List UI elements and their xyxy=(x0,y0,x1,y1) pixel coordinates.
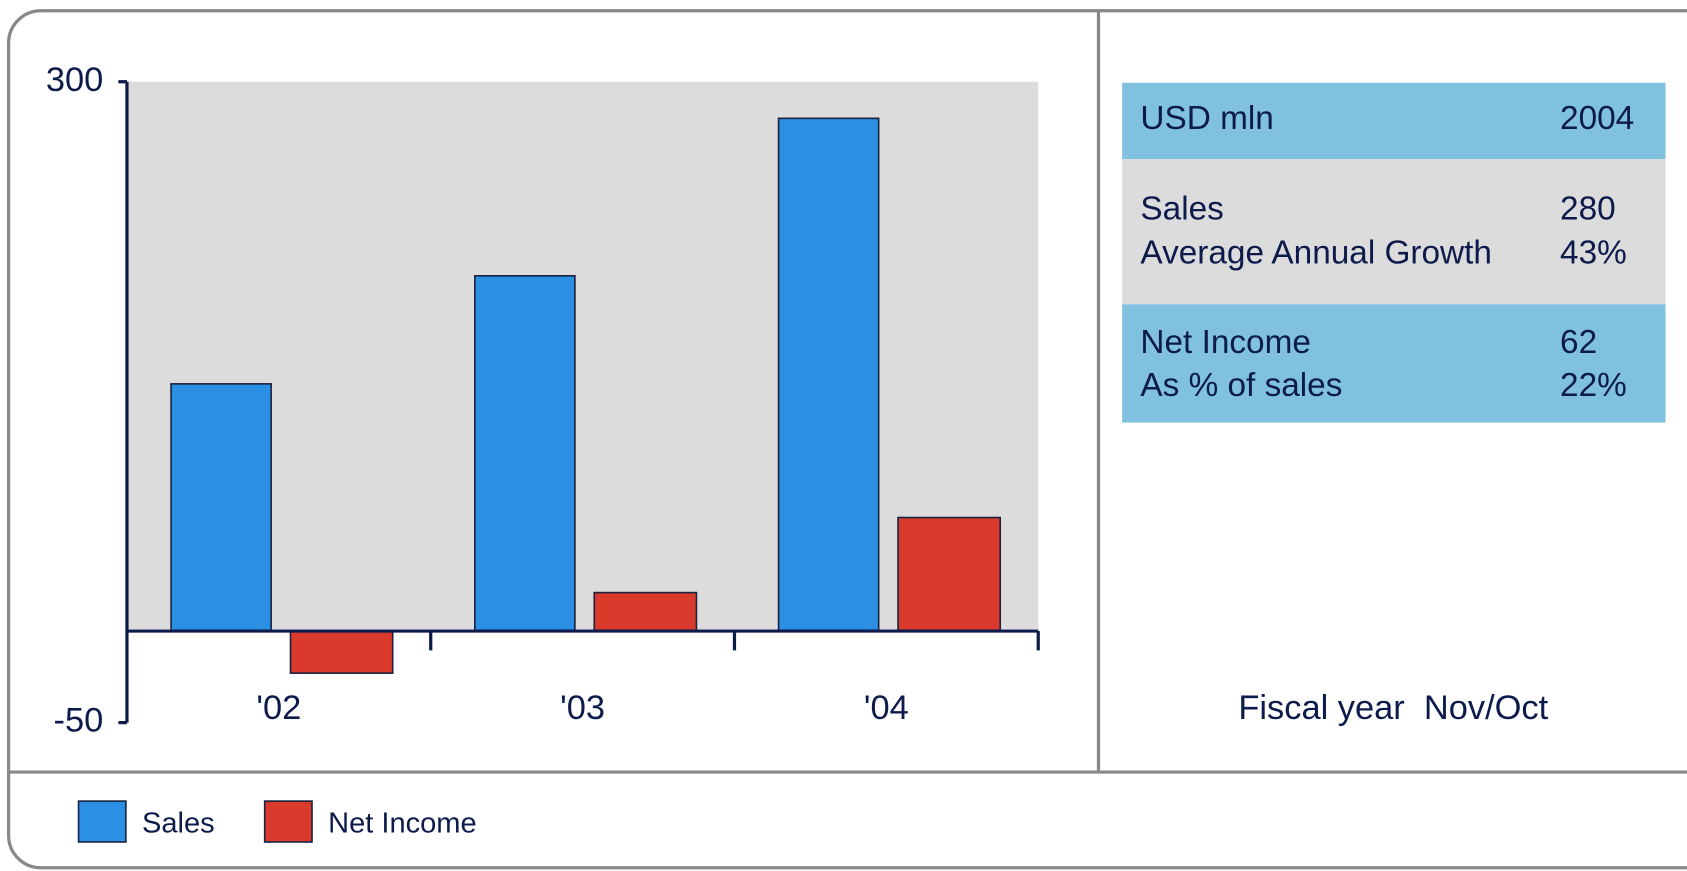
table-group-bg xyxy=(1122,159,1666,305)
legend-swatch xyxy=(77,800,127,843)
legend-label: Net Income xyxy=(328,807,476,839)
x-tick-label: '03 xyxy=(560,689,605,727)
bar xyxy=(777,117,880,632)
plot-area xyxy=(126,81,1039,630)
bar xyxy=(289,630,394,674)
bar xyxy=(593,591,698,632)
table-cell: Sales xyxy=(1140,191,1223,228)
table-cell: 280 xyxy=(1560,191,1616,228)
table-header: USD mln xyxy=(1140,100,1273,137)
y-tick-label: -50 xyxy=(54,702,104,740)
x-tick-label: '02 xyxy=(256,689,301,727)
legend-swatch xyxy=(263,800,313,843)
table-cell: As % of sales xyxy=(1140,367,1342,404)
table-header: 2004 xyxy=(1560,100,1634,137)
table-cell: 22% xyxy=(1560,367,1627,404)
footnote: Fiscal year Nov/Oct xyxy=(1238,689,1548,727)
legend-label: Sales xyxy=(142,807,215,839)
table-cell: Net Income xyxy=(1140,324,1310,361)
table-group-bg xyxy=(1122,304,1666,423)
bar xyxy=(897,516,1002,632)
bar xyxy=(474,275,576,632)
table-header-bg xyxy=(1122,82,1666,160)
table-cell: 43% xyxy=(1560,235,1627,272)
x-tick-label: '04 xyxy=(864,689,909,727)
table-cell: 62 xyxy=(1560,324,1597,361)
y-tick-label: 300 xyxy=(46,61,103,99)
table-cell: Average Annual Growth xyxy=(1140,235,1492,272)
bar xyxy=(170,383,272,632)
